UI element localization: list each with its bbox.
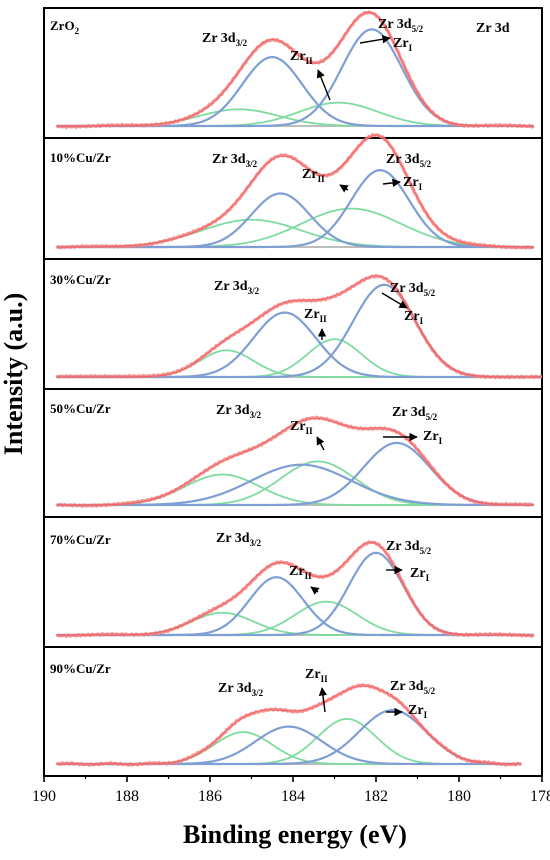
sample-label: 10%Cu/Zr: [50, 150, 111, 165]
panel-2: 10%Cu/Zr Zr 3d3/2 Zr 3d5/2 ZrI ZrII: [43, 132, 543, 260]
zr-3d32-label: Zr 3d3/2: [216, 531, 262, 548]
zr-ii-peak-2: [56, 349, 542, 378]
zr-3d32-label: Zr 3d3/2: [218, 681, 264, 698]
zr-i-arrow: [381, 292, 408, 309]
panel-5: 70%Cu/Zr Zr 3d3/2 Zr 3d5/2 ZrI ZrII: [43, 516, 543, 648]
fitted-sum: [56, 275, 542, 378]
zr-i-arrow: [359, 35, 391, 44]
zr-3d52-label: Zr 3d5/2: [378, 17, 424, 34]
x-tick-label: 180: [447, 788, 471, 805]
zr-3d32-label: Zr 3d3/2: [202, 31, 248, 48]
zr-3d52-label: Zr 3d5/2: [390, 679, 436, 696]
zr-ii-peak-1: [56, 460, 534, 506]
zr-ii-peak-1: [56, 338, 542, 378]
zr-3d52-label: Zr 3d5/2: [386, 539, 432, 556]
zr-ii-arrow: [316, 69, 331, 101]
zr-3d-peak-1: [56, 709, 522, 766]
zr-ii-arrow: [316, 436, 325, 451]
panel-frame: [43, 258, 543, 390]
sample-label: 30%Cu/Zr: [50, 272, 111, 287]
zr-3d-peak-2: [56, 192, 534, 249]
zr-i-arrow: [382, 178, 401, 188]
zr-3d-peak-2: [56, 311, 542, 379]
fitted-sum: [56, 135, 534, 248]
sample-label: 50%Cu/Zr: [50, 401, 111, 416]
zr-3d52-label: Zr 3d5/2: [392, 405, 438, 422]
zr-ii-arrow: [318, 687, 328, 713]
zr-ii-label: ZrII: [289, 564, 312, 581]
zr-i-label: ZrI: [393, 36, 413, 53]
zr-i-label: ZrI: [404, 309, 424, 326]
x-axis: 190 188 186 184 182 180 178: [32, 776, 550, 805]
panel-6: 90%Cu/Zr Zr 3d3/2 Zr 3d5/2 ZrI ZrII: [43, 646, 543, 777]
zr-i-label: ZrI: [423, 429, 443, 446]
zr-3d-peak-1: [56, 28, 534, 128]
zr-ii-label: ZrII: [290, 49, 313, 66]
zr-3d-peak-2: [56, 463, 534, 507]
x-tick-label: 190: [32, 788, 56, 805]
x-tick-label: 188: [115, 788, 139, 805]
zr-3d-peak-1: [56, 169, 534, 249]
x-tick-label: 184: [281, 788, 305, 805]
zr-3d52-label: Zr 3d5/2: [390, 281, 436, 298]
zr-ii-label: ZrII: [305, 667, 328, 684]
zr-ii-peak-2: [56, 473, 534, 506]
x-tick-label: 178: [530, 788, 550, 805]
panel-1: ZrO2 Zr 3d Zr 3d3/2 Zr 3d5/2 ZrI ZrII: [43, 7, 543, 139]
zr-3d-peak-2: [56, 56, 534, 128]
fitted-sum: [56, 541, 534, 636]
y-axis-title: Intensity (a.u.): [0, 293, 28, 456]
zr-ii-peak-2: [56, 731, 522, 765]
panel-4: 50%Cu/Zr Zr 3d3/2 Zr 3d5/2 ZrI ZrII: [43, 388, 543, 518]
zr-ii-peak-2: [56, 611, 534, 636]
x-axis-title: Binding energy (eV): [183, 820, 407, 849]
zr-3d52-label: Zr 3d5/2: [386, 152, 432, 169]
fitted-sum: [56, 11, 534, 127]
zr-i-label: ZrI: [408, 703, 428, 720]
zr-ii-arrow: [339, 184, 349, 193]
zr-ii-peak-1: [56, 600, 534, 636]
measured-envelope: [55, 273, 543, 380]
zr-3d32-label: Zr 3d3/2: [212, 152, 258, 169]
zr-i-label: ZrI: [403, 175, 423, 192]
zr-i-label: ZrI: [410, 566, 430, 583]
zr-ii-label: ZrII: [302, 167, 325, 184]
fitted-sum: [56, 417, 534, 506]
sample-label: 70%Cu/Zr: [50, 532, 111, 547]
panel-frame: [43, 516, 543, 648]
sample-label: 90%Cu/Zr: [50, 661, 111, 676]
zr-3d-peak-2: [56, 576, 534, 637]
x-tick-label: 182: [364, 788, 388, 805]
sample-label: ZrO2: [50, 18, 80, 36]
measured-envelope: [55, 132, 534, 250]
zr-3d32-label: Zr 3d3/2: [216, 403, 262, 420]
panel-3: 30%Cu/Zr Zr 3d3/2 Zr 3d5/2 ZrI ZrII: [43, 258, 543, 390]
zr-3d32-label: Zr 3d3/2: [214, 279, 260, 296]
fitted-sum: [56, 685, 522, 765]
zr-ii-label: ZrII: [304, 307, 327, 324]
measured-envelope: [55, 10, 535, 130]
zr-ii-arrow: [310, 586, 320, 595]
zr-ii-label: ZrII: [290, 419, 313, 436]
corner-label: Zr 3d: [476, 21, 510, 36]
x-tick-label: 186: [198, 788, 222, 805]
